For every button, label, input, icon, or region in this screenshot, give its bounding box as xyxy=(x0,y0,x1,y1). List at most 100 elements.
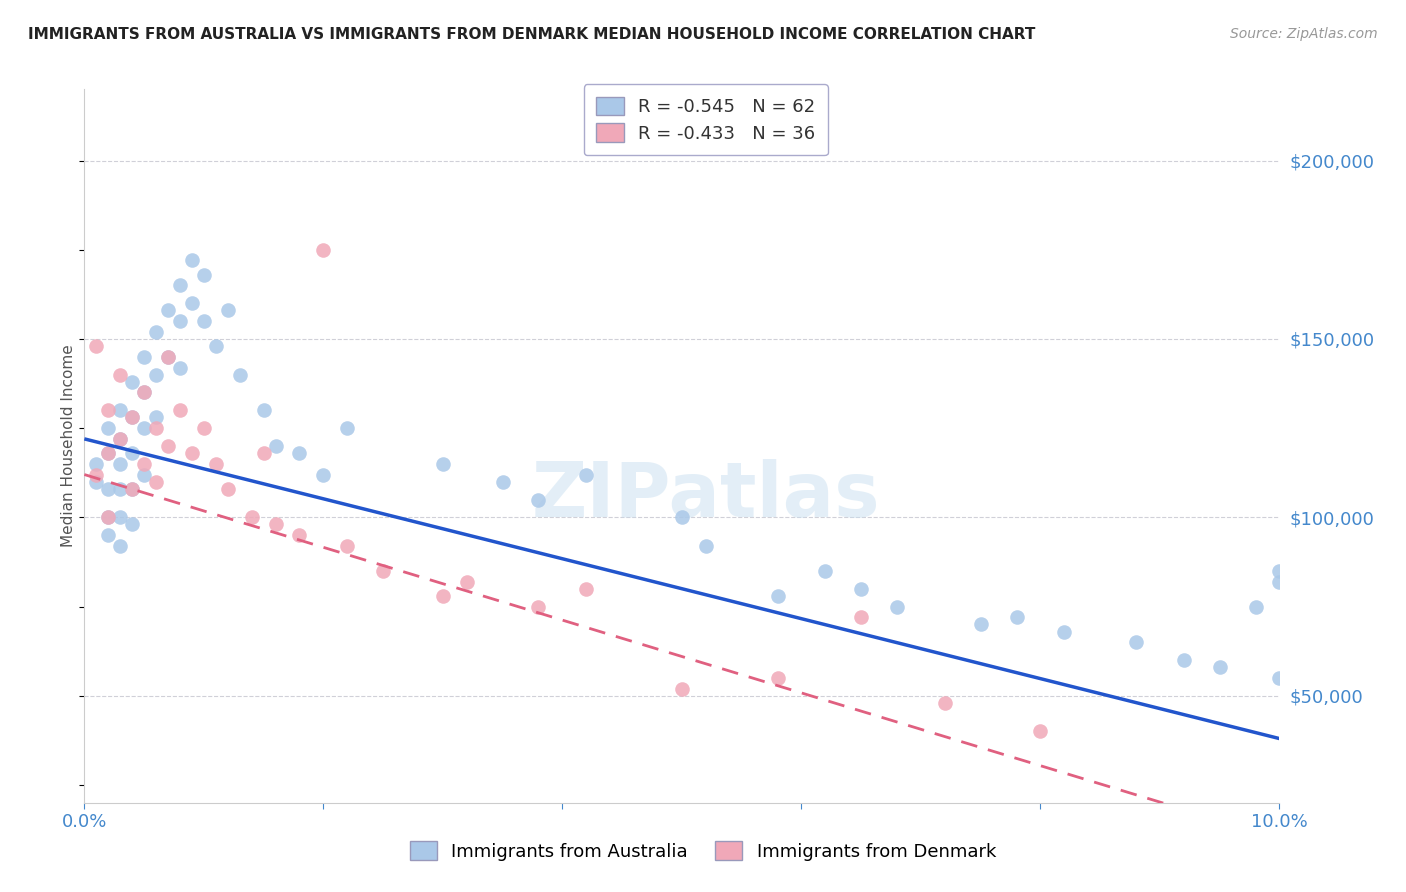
Point xyxy=(86,339,108,353)
Point xyxy=(169,314,191,328)
Point xyxy=(157,350,180,364)
Point xyxy=(671,681,693,696)
Point xyxy=(181,296,204,310)
Point xyxy=(145,368,167,382)
Point xyxy=(145,410,167,425)
Point xyxy=(1244,599,1267,614)
Point xyxy=(492,475,515,489)
Point xyxy=(205,457,228,471)
Point xyxy=(766,671,789,685)
Point xyxy=(181,253,204,268)
Text: ZIPatlas: ZIPatlas xyxy=(531,459,880,533)
Point xyxy=(110,432,132,446)
Point xyxy=(312,467,335,482)
Point xyxy=(121,410,143,425)
Point xyxy=(695,539,717,553)
Point xyxy=(110,510,132,524)
Point xyxy=(157,303,180,318)
Point xyxy=(193,421,215,435)
Legend: Immigrants from Australia, Immigrants from Denmark: Immigrants from Australia, Immigrants fr… xyxy=(401,832,1005,870)
Point xyxy=(145,421,167,435)
Point xyxy=(193,268,215,282)
Point xyxy=(97,403,120,417)
Point xyxy=(86,457,108,471)
Point xyxy=(970,617,993,632)
Point xyxy=(145,475,167,489)
Point xyxy=(1125,635,1147,649)
Point xyxy=(373,564,395,578)
Point xyxy=(288,446,311,460)
Point xyxy=(97,528,120,542)
Point xyxy=(228,368,252,382)
Point xyxy=(110,432,132,446)
Point xyxy=(1029,724,1052,739)
Point xyxy=(121,446,143,460)
Point xyxy=(132,385,156,400)
Point xyxy=(814,564,837,578)
Point xyxy=(157,350,180,364)
Point xyxy=(86,467,108,482)
Point xyxy=(766,589,789,603)
Point xyxy=(1053,624,1076,639)
Point xyxy=(121,482,143,496)
Point xyxy=(336,539,359,553)
Point xyxy=(288,528,311,542)
Point xyxy=(456,574,478,589)
Point xyxy=(169,403,191,417)
Point xyxy=(121,482,143,496)
Point xyxy=(1268,574,1291,589)
Point xyxy=(1005,610,1028,624)
Point xyxy=(97,510,120,524)
Point xyxy=(205,339,228,353)
Point xyxy=(1268,671,1291,685)
Point xyxy=(1209,660,1232,674)
Point xyxy=(217,482,239,496)
Point xyxy=(527,599,550,614)
Point xyxy=(886,599,908,614)
Point xyxy=(169,360,191,375)
Point xyxy=(110,368,132,382)
Point xyxy=(1173,653,1195,667)
Point xyxy=(336,421,359,435)
Point xyxy=(110,539,132,553)
Point xyxy=(253,403,276,417)
Point xyxy=(432,589,454,603)
Point xyxy=(851,610,873,624)
Point xyxy=(264,439,287,453)
Point xyxy=(97,446,120,460)
Point xyxy=(110,482,132,496)
Point xyxy=(671,510,693,524)
Point xyxy=(181,446,204,460)
Point xyxy=(145,325,167,339)
Point xyxy=(121,410,143,425)
Point xyxy=(132,421,156,435)
Point xyxy=(97,446,120,460)
Text: IMMIGRANTS FROM AUSTRALIA VS IMMIGRANTS FROM DENMARK MEDIAN HOUSEHOLD INCOME COR: IMMIGRANTS FROM AUSTRALIA VS IMMIGRANTS … xyxy=(28,27,1035,42)
Legend: R = -0.545   N = 62, R = -0.433   N = 36: R = -0.545 N = 62, R = -0.433 N = 36 xyxy=(583,84,828,155)
Point xyxy=(193,314,215,328)
Point xyxy=(132,350,156,364)
Point xyxy=(217,303,239,318)
Point xyxy=(97,510,120,524)
Point xyxy=(97,482,120,496)
Point xyxy=(132,457,156,471)
Point xyxy=(575,467,598,482)
Point xyxy=(157,439,180,453)
Point xyxy=(132,385,156,400)
Point xyxy=(527,492,550,507)
Point xyxy=(97,421,120,435)
Point xyxy=(253,446,276,460)
Point xyxy=(432,457,454,471)
Point xyxy=(934,696,956,710)
Point xyxy=(575,582,598,596)
Point xyxy=(110,457,132,471)
Point xyxy=(1268,564,1291,578)
Point xyxy=(121,375,143,389)
Point xyxy=(132,467,156,482)
Point xyxy=(110,403,132,417)
Point xyxy=(264,517,287,532)
Point xyxy=(240,510,263,524)
Y-axis label: Median Household Income: Median Household Income xyxy=(60,344,76,548)
Point xyxy=(169,278,191,293)
Text: Source: ZipAtlas.com: Source: ZipAtlas.com xyxy=(1230,27,1378,41)
